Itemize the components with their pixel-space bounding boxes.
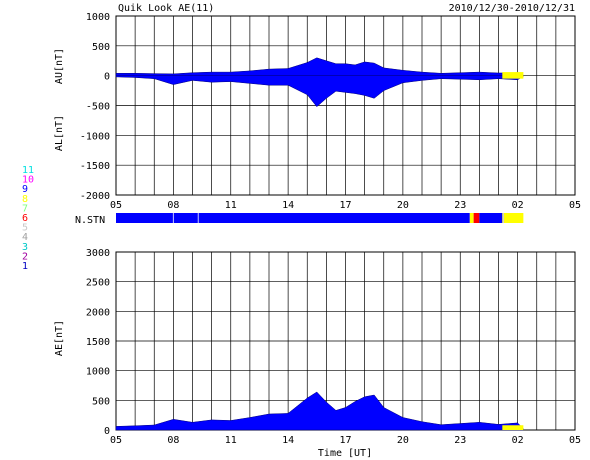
y-tick-label: 0 <box>104 426 110 437</box>
x-tick-label: 08 <box>167 200 179 211</box>
x-tick-label: 23 <box>454 200 466 211</box>
x-tick-label: 20 <box>397 200 409 211</box>
y-tick-label: 1500 <box>86 337 110 348</box>
x-tick-label: 05 <box>110 200 122 211</box>
ae-area <box>115 391 524 431</box>
legend-station-count: 4 <box>22 232 28 243</box>
au-al-x-tick-labels: 05 08 11 14 17 20 23 02 05 <box>110 200 581 211</box>
station-bar-segments <box>116 213 524 223</box>
au-al-grid <box>115 15 576 196</box>
x-tick-label: 20 <box>397 435 409 446</box>
x-tick-label: 05 <box>569 435 581 446</box>
legend-station-count: 5 <box>22 223 28 234</box>
ae-data-gap-marker <box>502 425 524 430</box>
ae-grid <box>115 251 576 431</box>
station-bar-panel: N.STN <box>75 213 524 226</box>
x-tick-label: 23 <box>454 435 466 446</box>
legend-station-count: 3 <box>22 242 28 253</box>
ae-y-tick-labels: 3000 2500 2000 1500 1000 500 0 <box>86 248 110 437</box>
x-tick-label: 14 <box>282 200 294 211</box>
au-area <box>115 57 524 76</box>
figure-title: Quik Look AE(11) <box>118 3 214 14</box>
x-tick-label: 02 <box>512 435 524 446</box>
y-tick-label: 3000 <box>86 248 110 259</box>
x-tick-label: 11 <box>225 200 237 211</box>
date-range: 2010/12/30-2010/12/31 <box>449 3 575 14</box>
au-al-panel: 1000 500 0 -500 -1000 -1500 -2000 05 08 11 14 17 20… <box>54 12 581 211</box>
al-area <box>115 75 524 108</box>
al-axis-label: AL[nT] <box>54 115 65 151</box>
y-tick-label: -1000 <box>80 131 110 142</box>
station-segment <box>116 213 470 223</box>
y-tick-label: 1000 <box>86 12 110 23</box>
legend-station-count: 7 <box>22 203 28 214</box>
y-tick-label: 2500 <box>86 278 110 289</box>
ae-axis-label: AE[nT] <box>54 320 65 356</box>
au-axis-label: AU[nT] <box>54 48 65 84</box>
y-tick-label: 500 <box>92 42 110 53</box>
legend-station-count: 1 <box>22 261 28 272</box>
x-tick-label: 14 <box>282 435 294 446</box>
y-tick-label: -2000 <box>80 191 110 202</box>
x-tick-label: 17 <box>339 435 351 446</box>
x-tick-label: 11 <box>225 435 237 446</box>
y-tick-label: -1500 <box>80 161 110 172</box>
x-axis-title: Time [UT] <box>318 448 372 459</box>
legend-station-count: 2 <box>22 251 28 262</box>
x-tick-label: 02 <box>512 200 524 211</box>
legend-station-count: 8 <box>22 194 28 205</box>
y-tick-label: 1000 <box>86 367 110 378</box>
station-segment <box>469 213 474 223</box>
legend-station-count: 10 <box>22 175 34 186</box>
au-al-data-gap-marker <box>502 72 524 79</box>
y-tick-label: 500 <box>92 396 110 407</box>
station-segment <box>473 213 480 223</box>
station-segment <box>479 213 503 223</box>
legend-station-count: 11 <box>22 165 34 176</box>
station-segment <box>502 213 524 223</box>
station-bar-label: N.STN <box>75 215 105 226</box>
x-tick-label: 05 <box>569 200 581 211</box>
y-tick-label: 0 <box>104 72 110 83</box>
au-al-y-tick-labels: 1000 500 0 -500 -1000 -1500 -2000 <box>80 12 110 202</box>
ae-x-tick-labels: 05 08 11 14 17 20 23 02 05 <box>110 435 581 446</box>
y-tick-label: -500 <box>86 102 110 113</box>
x-tick-label: 08 <box>167 435 179 446</box>
legend-station-count: 9 <box>22 184 28 195</box>
x-tick-label: 17 <box>339 200 351 211</box>
y-tick-label: 2000 <box>86 307 110 318</box>
x-tick-label: 05 <box>110 435 122 446</box>
legend-station-count: 6 <box>22 213 28 224</box>
